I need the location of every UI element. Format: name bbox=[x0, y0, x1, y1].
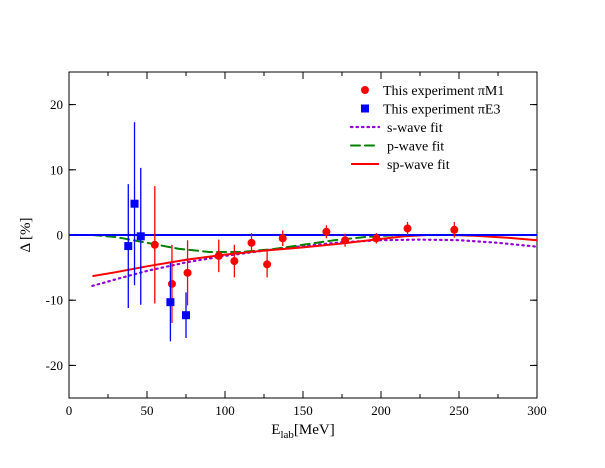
x-tick-label: 50 bbox=[141, 403, 154, 418]
plot-area bbox=[69, 122, 537, 342]
x-tick-label: 150 bbox=[293, 403, 313, 418]
pim1-data-point bbox=[450, 225, 459, 234]
pie3-data-point bbox=[182, 311, 190, 320]
x-tick-label: 250 bbox=[449, 403, 469, 418]
pie3-data-point bbox=[166, 298, 175, 307]
pim1-data-point bbox=[278, 234, 287, 243]
pim1-data-point bbox=[247, 238, 256, 247]
pim1-data-point bbox=[322, 227, 331, 236]
pim1-data-point bbox=[214, 251, 223, 260]
x-axis-label-subscript: lab bbox=[280, 429, 294, 441]
legend-label-sp: sp-wave fit bbox=[387, 158, 450, 173]
y-tick-label: 10 bbox=[50, 162, 63, 177]
s-wave-fit-curve bbox=[91, 238, 537, 287]
x-axis-label: Elab[MeV] bbox=[271, 422, 334, 441]
y-tick-label: -10 bbox=[46, 293, 63, 308]
pie3-data-point bbox=[124, 242, 133, 251]
pie3-data-point bbox=[136, 232, 145, 241]
y-tick-label: 20 bbox=[50, 97, 63, 112]
x-tick-label: 300 bbox=[527, 403, 547, 418]
x-tick-label: 100 bbox=[215, 403, 235, 418]
x-axis-label-main: E bbox=[271, 422, 280, 438]
pie3-data-point bbox=[130, 199, 139, 208]
legend-marker-square bbox=[361, 104, 369, 113]
y-axis-label: Δ [%] bbox=[18, 217, 34, 252]
pim1-data-point bbox=[167, 279, 176, 288]
sp-wave-fit-curve bbox=[92, 234, 537, 278]
legend-label-p: p-wave fit bbox=[387, 140, 444, 155]
pim1-data-point bbox=[183, 268, 192, 277]
pim1-data-point bbox=[150, 240, 159, 249]
pim1-data-point bbox=[263, 260, 272, 269]
legend-label-pie3: This experiment πE3 bbox=[383, 103, 500, 118]
x-axis-label-unit: [MeV] bbox=[294, 422, 335, 438]
legend-marker-circle bbox=[361, 86, 369, 94]
pim1-data-point bbox=[403, 224, 412, 233]
pim1-data-point bbox=[341, 236, 350, 245]
x-tick-label: 0 bbox=[66, 403, 73, 418]
y-tick-label: -20 bbox=[46, 358, 63, 373]
pim1-data-point bbox=[372, 234, 381, 243]
legend-label-s: s-wave fit bbox=[387, 121, 443, 136]
x-tick-label: 200 bbox=[371, 403, 391, 418]
legend: This experiment πM1 This experiment πE3 s-… bbox=[349, 84, 504, 173]
y-tick-label: 0 bbox=[57, 228, 64, 243]
pim1-data-point bbox=[230, 257, 239, 266]
p-wave-fit-curve bbox=[91, 234, 537, 253]
legend-label-pim1: This experiment πM1 bbox=[383, 84, 504, 99]
